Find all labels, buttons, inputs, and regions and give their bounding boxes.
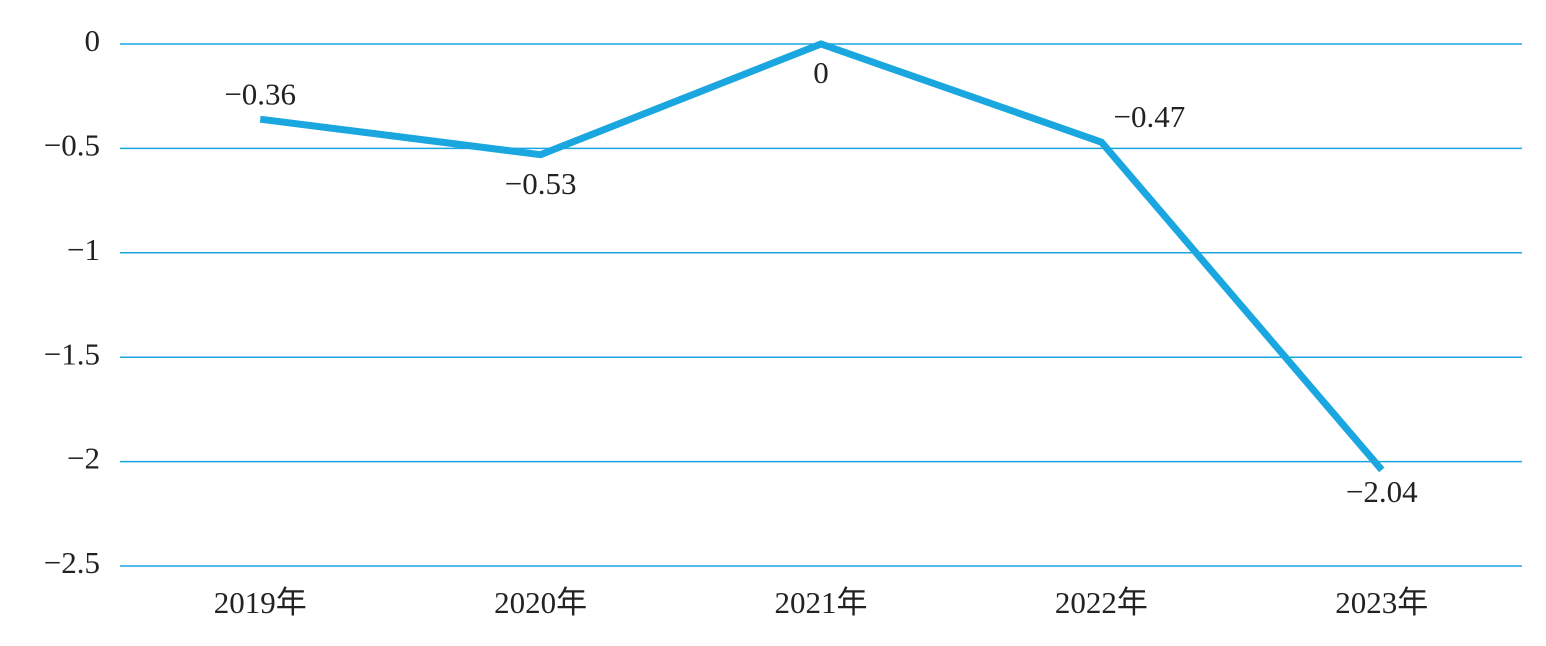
y-tick-label: −0.5 [44, 128, 100, 163]
data-label: 0 [813, 55, 829, 90]
x-tick-label: 2020年 [494, 585, 587, 620]
data-label: −2.04 [1346, 474, 1418, 509]
data-label: −0.47 [1114, 99, 1186, 134]
data-line [259, 40, 1385, 473]
y-tick-label: −1 [67, 232, 100, 267]
y-tick-label: 0 [85, 23, 101, 58]
x-tick-label: 2023年 [1335, 585, 1428, 620]
x-tick-label: 2019年 [214, 585, 307, 620]
x-tick-label: 2022年 [1055, 585, 1148, 620]
x-tick-label: 2021年 [775, 585, 868, 620]
data-label: −0.36 [224, 76, 296, 111]
y-tick-label: −2 [67, 441, 100, 476]
y-tick-label: −2.5 [44, 545, 100, 580]
y-tick-label: −1.5 [44, 336, 100, 371]
data-label: −0.53 [505, 166, 577, 201]
